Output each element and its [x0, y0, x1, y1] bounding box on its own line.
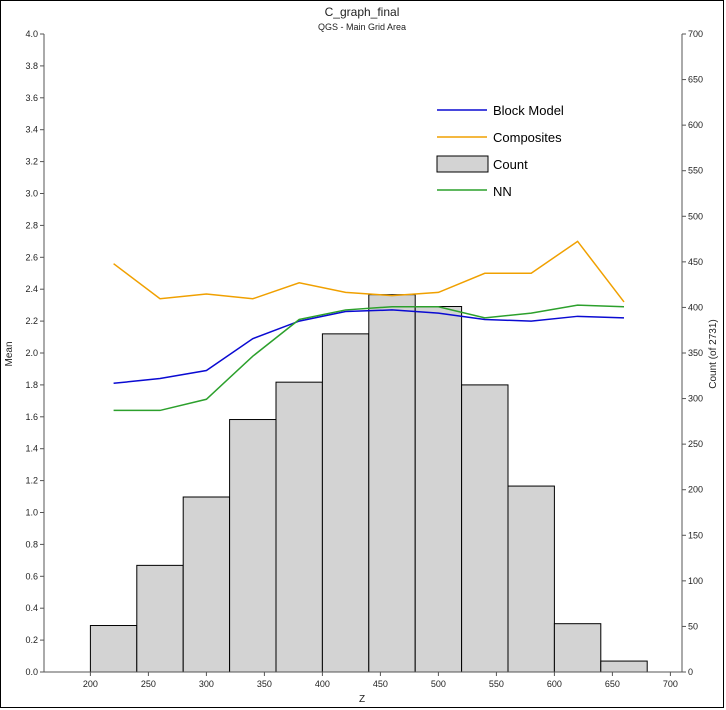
y-right-tick-label-8: 400 [688, 302, 703, 312]
chart-title: C_graph_final [325, 5, 400, 19]
y-left-tick-label-19: 3.8 [25, 61, 38, 71]
y-right-tick-label-2: 100 [688, 576, 703, 586]
histogram-bar-10 [553, 623, 602, 673]
histogram-bar-11 [600, 660, 648, 673]
y-left-tick-label-20: 4.0 [25, 29, 38, 39]
histogram-bar-0 [89, 625, 138, 673]
y-right-tick-label-14: 700 [688, 29, 703, 39]
y-right-tick-label-0: 0 [688, 667, 693, 677]
y-left-tick-label-18: 3.6 [25, 93, 38, 103]
y-right-tick-label-3: 150 [688, 530, 703, 540]
legend-block-model-label: Block Model [493, 103, 564, 118]
y-left-tick-label-3: 0.6 [25, 571, 38, 581]
y-left-tick-label-7: 1.4 [25, 444, 38, 454]
y-left-tick-label-13: 2.6 [25, 252, 38, 262]
x-tick-label-10: 700 [663, 679, 678, 689]
histogram-bar-2 [182, 496, 231, 673]
y-left-tick-label-17: 3.4 [25, 125, 38, 135]
series-line-nn [113, 304, 625, 412]
y-left-tick-label-4: 0.8 [25, 539, 38, 549]
y-right-tick-label-6: 300 [688, 394, 703, 404]
y-left-tick-label-6: 1.2 [25, 476, 38, 486]
histogram-bar-1 [136, 564, 184, 673]
x-tick-label-5: 450 [373, 679, 388, 689]
y-left-tick-label-15: 3.0 [25, 189, 38, 199]
y-left-tick-label-5: 1.0 [25, 508, 38, 518]
legend-nn-label: NN [493, 184, 512, 199]
histogram-bars [89, 294, 648, 673]
y-left-tick-label-8: 1.6 [25, 412, 38, 422]
histogram-bar-9 [507, 485, 555, 673]
y-axis-right-label: Count (of 2731) [708, 319, 719, 389]
y-right-tick-label-9: 450 [688, 257, 703, 267]
y-left-tick-label-16: 3.2 [25, 157, 38, 167]
y-right-tick-label-7: 350 [688, 348, 703, 358]
y-right-tick-label-10: 500 [688, 211, 703, 221]
y-right-tick-label-13: 650 [688, 75, 703, 85]
y-left-tick-label-11: 2.2 [25, 316, 38, 326]
chart-subtitle: QGS - Main Grid Area [318, 22, 406, 32]
histogram-bar-5 [321, 333, 370, 673]
y-left-tick-label-2: 0.4 [25, 603, 38, 613]
legend-count-label: Count [493, 157, 528, 172]
y-left-tick-label-14: 2.8 [25, 220, 38, 230]
legend-composites-label: Composites [493, 130, 562, 145]
legend: Block Model Composites Count NN [436, 103, 564, 199]
y-axis-left-label: Mean [4, 341, 15, 366]
y-right-tick-label-4: 200 [688, 485, 703, 495]
x-tick-label-4: 400 [315, 679, 330, 689]
x-tick-label-6: 500 [431, 679, 446, 689]
y-right-tick-label-1: 50 [688, 621, 698, 631]
histogram-bar-7 [414, 306, 463, 673]
y-left-tick-label-12: 2.4 [25, 284, 38, 294]
histogram-bar-8 [461, 384, 509, 673]
y-right-tick-label-5: 250 [688, 439, 703, 449]
axes: 0.0 0.2 0.4 0.6 0.8 1.0 1.2 1.4 1.6 1.8 2.0 2.2 2.4 2… [25, 29, 703, 689]
legend-count-swatch [436, 155, 489, 173]
y-left-tick-label-10: 2.0 [25, 348, 38, 358]
y-left-tick-label-0: 0.0 [25, 667, 38, 677]
y-left-tick-label-1: 0.2 [25, 635, 38, 645]
x-tick-label-0: 200 [83, 679, 98, 689]
y-left-tick-label-9: 1.8 [25, 380, 38, 390]
x-tick-label-3: 350 [257, 679, 272, 689]
series-line-composites [113, 240, 625, 303]
x-tick-label-9: 650 [605, 679, 620, 689]
y-right-tick-label-11: 550 [688, 166, 703, 176]
x-axis-label: Z [359, 694, 365, 705]
series-line-block-model [113, 309, 625, 385]
x-tick-label-8: 600 [547, 679, 562, 689]
histogram-bar-6 [368, 294, 416, 673]
series-lines [113, 240, 625, 412]
x-tick-label-7: 550 [489, 679, 504, 689]
histogram-bar-3 [229, 419, 277, 673]
x-tick-label-1: 250 [141, 679, 156, 689]
x-tick-label-2: 300 [199, 679, 214, 689]
y-right-tick-label-12: 600 [688, 120, 703, 130]
histogram-bar-4 [275, 381, 323, 673]
